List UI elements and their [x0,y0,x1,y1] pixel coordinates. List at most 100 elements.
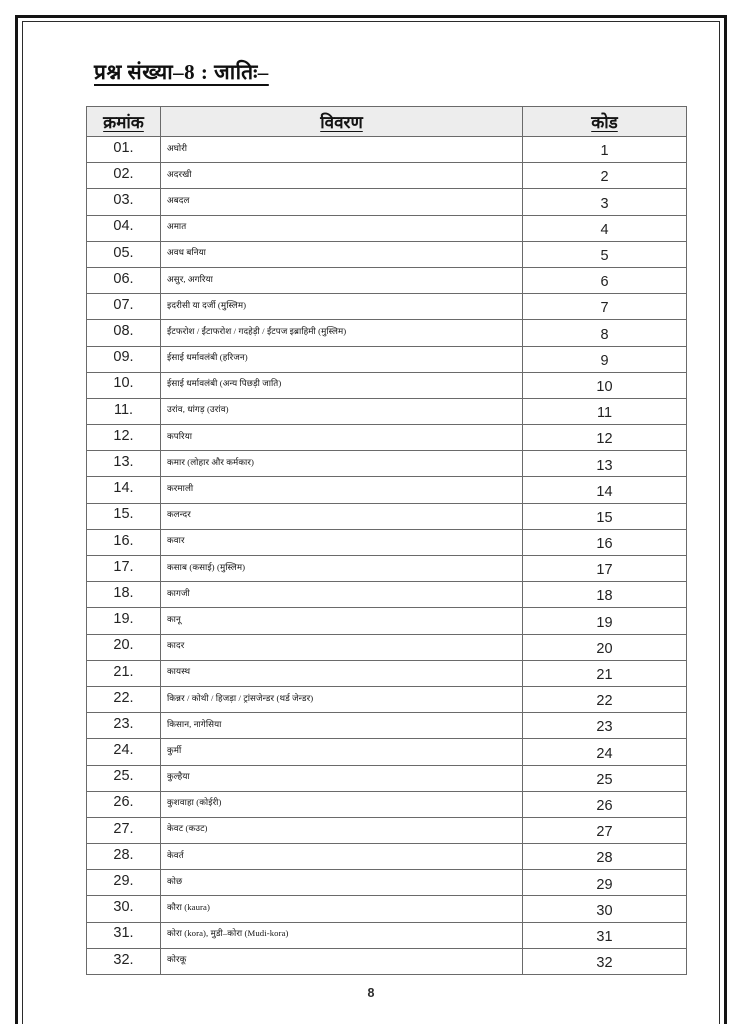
cell-serial: 02. [86,162,161,190]
cell-serial: 08. [86,319,161,347]
cell-code: 19 [522,607,687,635]
table-row: 30. कौरा (kaura) 30 [86,895,687,923]
cell-description: किन्नर / कोथी / हिजड़ा / ट्रांसजेन्डर (थ… [160,685,523,714]
table-row: 04. अमात 4 [86,214,687,242]
cell-code: 14 [522,476,687,504]
table-body: 01. अघोरी 1 02. अदरखी 2 03. अबदल 3 04. अमात 4 05. अवध… [86,135,687,976]
cell-description: कपरिया [160,424,523,452]
cell-code: 28 [522,843,687,871]
table-header: क्रमांक विवरण कोड [86,106,687,137]
cell-code: 12 [522,424,687,452]
cell-serial: 09. [86,345,161,373]
table-row: 07. इदरीसी या दर्जी (मुस्लिम) 7 [86,293,687,321]
column-header-serial-label: क्रमांक [103,113,144,132]
cell-description: अबदल [160,188,523,216]
cell-code: 7 [522,293,687,321]
column-header-description-label: विवरण [320,113,363,132]
cell-description: कुल्हैया [160,764,523,792]
cell-description: कानू [160,607,523,635]
cell-code: 15 [522,502,687,530]
cell-description: अघोरी [160,135,523,164]
cell-serial: 31. [86,921,161,949]
table-row: 21. कायस्थ 21 [86,659,687,687]
table-row: 18. कागजी 18 [86,581,687,609]
cell-serial: 12. [86,424,161,452]
cell-code: 17 [522,554,687,583]
cell-description: ईंटफरोश / ईंटाफरोश / गदहेड़ी / ईंटपज इब्… [160,319,523,347]
cell-code: 27 [522,816,687,845]
cell-serial: 22. [86,685,161,714]
table-row: 15. कलन्दर 15 [86,502,687,530]
table-header-row: क्रमांक विवरण कोड [86,106,687,137]
cell-code: 9 [522,345,687,373]
cell-code: 29 [522,869,687,897]
cell-description: कुशवाहा (कोईरी) [160,790,523,818]
column-header-description: विवरण [160,106,523,137]
cell-description: कसाब (कसाई) (मुस्लिम) [160,554,523,583]
cell-code: 23 [522,712,687,740]
cell-description: केवर्त [160,843,523,871]
table-row: 02. अदरखी 2 [86,162,687,190]
cell-description: कमार (लोहार और कर्मकार) [160,450,523,478]
table-row: 19. कानू 19 [86,607,687,635]
cell-description: करमाली [160,476,523,504]
cell-code: 2 [522,162,687,190]
cell-serial: 06. [86,266,161,295]
cell-description: कागजी [160,581,523,609]
cell-description: किसान, नागेसिया [160,712,523,740]
cell-code: 30 [522,895,687,923]
cell-description: कौरा (kaura) [160,895,523,923]
table-row: 31. कोरा (kora), मुडी–कोरा (Mudi-kora) 31 [86,921,687,949]
cell-code: 1 [522,135,687,164]
cell-description: कोरकू [160,947,523,976]
cell-serial: 11. [86,397,161,426]
cell-description: उरांव, धांगड़ (उरांव) [160,397,523,426]
cell-serial: 03. [86,188,161,216]
cell-description: कलन्दर [160,502,523,530]
cell-serial: 26. [86,790,161,818]
cell-serial: 18. [86,581,161,609]
cell-code: 4 [522,214,687,242]
cell-serial: 10. [86,371,161,399]
table-row: 06. असुर, अगरिया 6 [86,266,687,295]
table-row: 20. कादर 20 [86,633,687,661]
cell-description: कादर [160,633,523,661]
cell-description: कोछ [160,869,523,897]
cell-code: 3 [522,188,687,216]
cell-code: 31 [522,921,687,949]
cell-description: अदरखी [160,162,523,190]
cell-code: 13 [522,450,687,478]
cell-serial: 16. [86,528,161,557]
table-row: 23. किसान, नागेसिया 23 [86,712,687,740]
column-header-code: कोड [522,106,687,137]
cell-serial: 13. [86,450,161,478]
table-row: 10. ईसाई धर्मावलंबी (अन्य पिछड़ी जाति) 10 [86,371,687,399]
cell-code: 21 [522,659,687,687]
cell-serial: 04. [86,214,161,242]
table-row: 12. कपरिया 12 [86,424,687,452]
table-row: 26. कुशवाहा (कोईरी) 26 [86,790,687,818]
cell-serial: 25. [86,764,161,792]
table-row: 03. अबदल 3 [86,188,687,216]
cell-description: ईसाई धर्मावलंबी (हरिजन) [160,345,523,373]
cell-serial: 15. [86,502,161,530]
cell-description: अवध बनिया [160,240,523,268]
table-row: 27. केवट (कउट) 27 [86,816,687,845]
cell-serial: 01. [86,135,161,164]
cell-description: ईसाई धर्मावलंबी (अन्य पिछड़ी जाति) [160,371,523,399]
cell-serial: 24. [86,738,161,766]
table-row: 17. कसाब (कसाई) (मुस्लिम) 17 [86,554,687,583]
table-row: 14. करमाली 14 [86,476,687,504]
table-row: 25. कुल्हैया 25 [86,764,687,792]
table-row: 11. उरांव, धांगड़ (उरांव) 11 [86,397,687,426]
cell-code: 32 [522,947,687,976]
cell-description: अमात [160,214,523,242]
table-row: 05. अवध बनिया 5 [86,240,687,268]
cell-serial: 32. [86,947,161,976]
cell-serial: 21. [86,659,161,687]
table-row: 13. कमार (लोहार और कर्मकार) 13 [86,450,687,478]
cell-serial: 17. [86,554,161,583]
cell-serial: 27. [86,816,161,845]
cell-serial: 28. [86,843,161,871]
